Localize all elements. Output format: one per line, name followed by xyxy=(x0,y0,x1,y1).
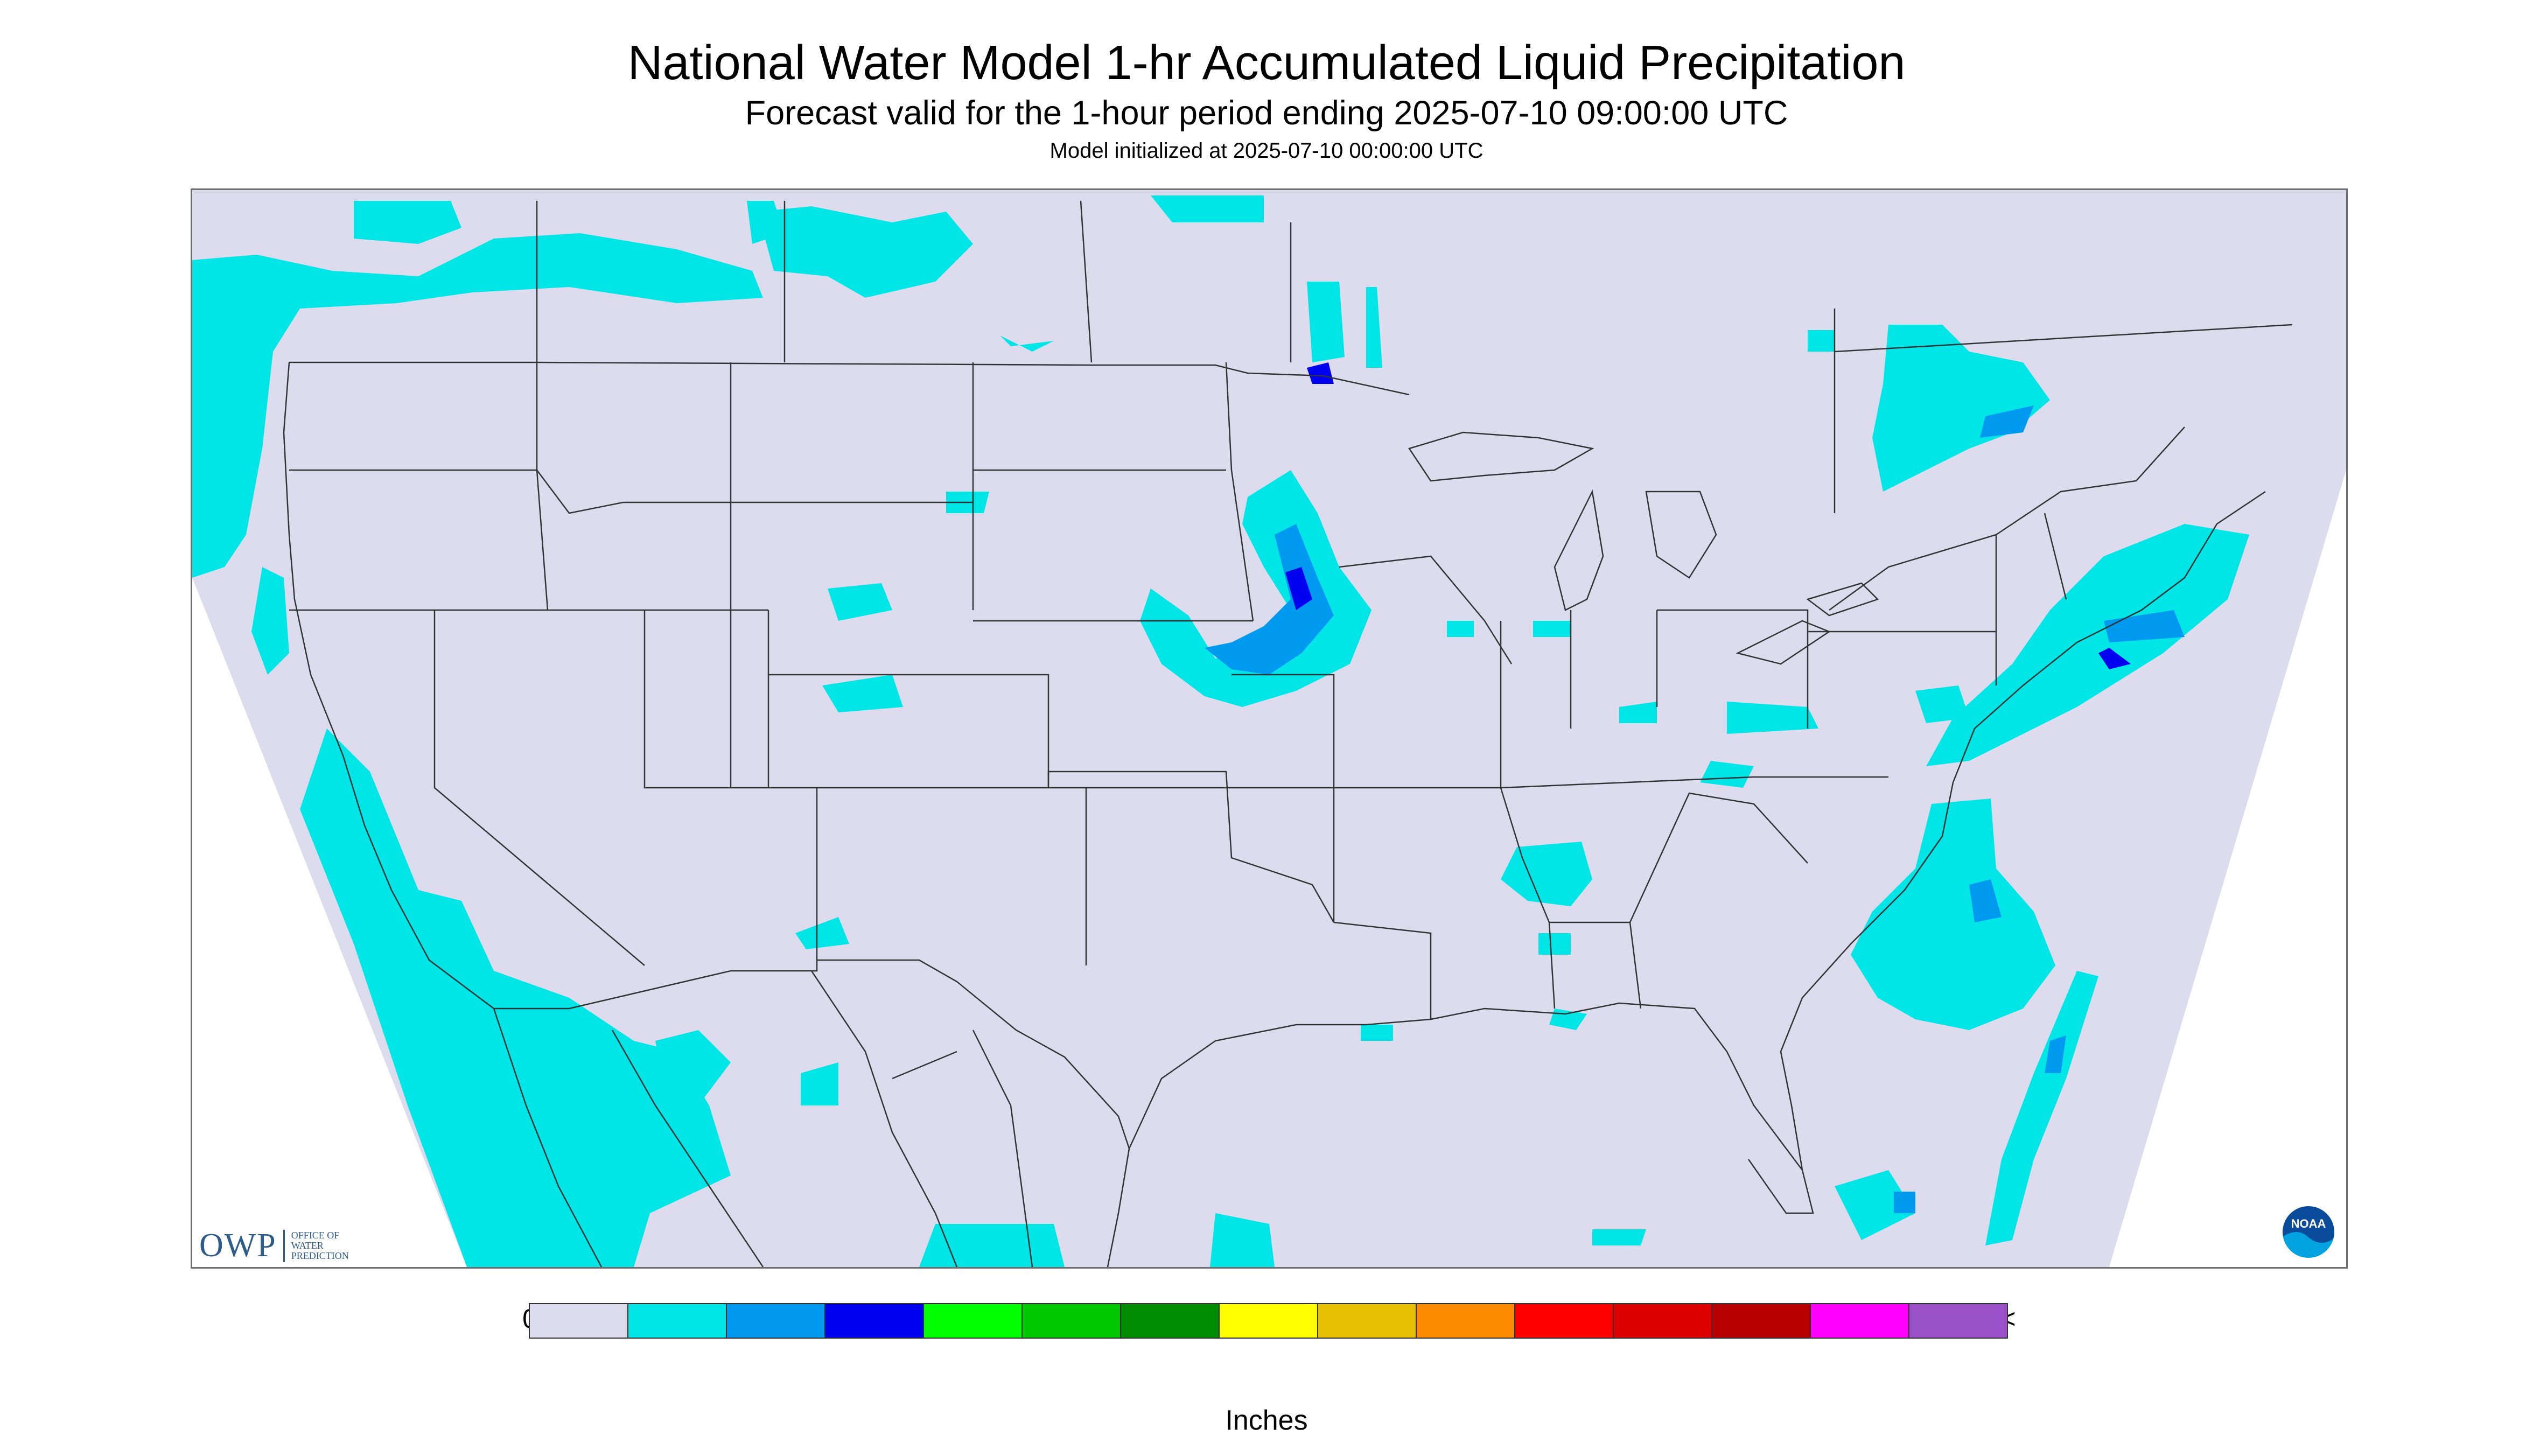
map-title: National Water Model 1-hr Accumulated Li… xyxy=(627,36,1906,90)
map-borders xyxy=(283,200,2293,1267)
map-subtitle: Forecast valid for the 1-hour period end… xyxy=(745,94,1788,132)
legend-swatch xyxy=(1908,1303,2008,1339)
outside-domain-right xyxy=(2109,470,2346,1267)
model-init-text: Model initialized at 2025-07-10 00:00:00… xyxy=(1049,139,1484,163)
owp-logo-text: OFFICE OF WATER PREDICTION xyxy=(291,1230,349,1261)
owp-logo-letters: OWP xyxy=(199,1227,277,1264)
precipitation-map: NOAA xyxy=(191,188,2348,1269)
legend-swatch xyxy=(1810,1303,1909,1339)
precip-moderate xyxy=(1205,405,2185,1213)
owp-logo-divider xyxy=(283,1229,285,1262)
legend-swatch xyxy=(1613,1303,1712,1339)
legend-swatch xyxy=(726,1303,825,1339)
color-legend xyxy=(529,1303,2008,1339)
precip-heavy xyxy=(1285,362,2131,669)
legend-swatch xyxy=(1021,1303,1121,1339)
legend-swatch xyxy=(529,1303,628,1339)
owp-text-line: WATER xyxy=(291,1240,324,1251)
legend-swatch xyxy=(627,1303,727,1339)
legend-swatch xyxy=(824,1303,924,1339)
map-canvas: NOAA xyxy=(192,190,2346,1267)
noaa-logo-text: NOAA xyxy=(2291,1217,2326,1230)
legend-swatch xyxy=(1514,1303,1614,1339)
legend-swatch xyxy=(1317,1303,1417,1339)
legend-swatch xyxy=(1219,1303,1318,1339)
owp-logo: OWP OFFICE OF WATER PREDICTION xyxy=(199,1227,349,1265)
legend-swatch xyxy=(1416,1303,1515,1339)
legend-swatch xyxy=(923,1303,1023,1339)
outside-domain-left xyxy=(192,578,467,1267)
noaa-logo: NOAA xyxy=(2280,1204,2336,1260)
precip-light xyxy=(192,195,2249,1267)
owp-text-line: OFFICE OF xyxy=(291,1230,340,1241)
legend-units: Inches xyxy=(1225,1405,1308,1436)
owp-text-line: PREDICTION xyxy=(291,1250,349,1261)
legend-swatch xyxy=(1120,1303,1220,1339)
legend-swatch xyxy=(1711,1303,1811,1339)
